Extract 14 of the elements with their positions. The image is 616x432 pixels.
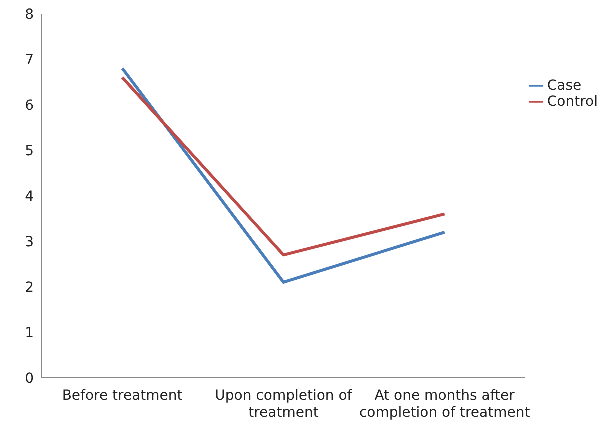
y-tick-label: 7 <box>25 52 34 68</box>
y-tick-label: 4 <box>25 188 34 205</box>
y-tick-label: 1 <box>25 325 34 342</box>
y-tick-label: 2 <box>25 280 34 296</box>
y-tick-label: 3 <box>25 234 34 250</box>
x-tick-label: Before treatment <box>62 388 184 404</box>
y-tick-label: 0 <box>25 370 34 387</box>
legend-label: Case <box>547 78 582 94</box>
legend-label: Control <box>547 94 598 110</box>
x-tick-label: At one months after completion of treatment <box>359 388 531 421</box>
x-tick-label: Upon completion of treatment <box>215 388 354 421</box>
y-tick-label: 8 <box>25 6 34 23</box>
y-tick-label: 6 <box>25 98 34 114</box>
y-tick-label: 5 <box>25 143 34 160</box>
